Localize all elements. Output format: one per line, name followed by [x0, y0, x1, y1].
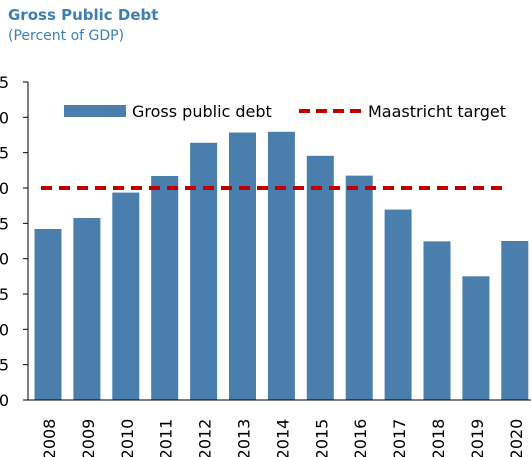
bar-2018 [423, 241, 451, 400]
x-tick-label: 2013 [235, 419, 254, 457]
x-tick-label: 2014 [273, 419, 292, 457]
x-tick-label: 2018 [429, 419, 448, 457]
x-axis: 2008 2009 2010 2011 2012 2013 2014 2015 2016 2017… [28, 399, 531, 457]
chart-subtitle: (Percent of GDP) [8, 28, 125, 44]
x-tick-label: 2015 [312, 419, 331, 457]
bar-2011 [151, 175, 179, 400]
y-tick-label: 5 [0, 285, 9, 304]
x-tick-label: 2017 [390, 419, 409, 457]
x-tick-label: 2020 [507, 419, 526, 457]
legend-label-maastricht-target: Maastricht target [368, 102, 506, 121]
bar-2013 [229, 132, 256, 400]
x-tick-label: 2012 [196, 419, 215, 457]
bar-2009 [73, 218, 101, 400]
y-tick-label: 5 [0, 73, 9, 92]
y-tick-label: 0 [0, 320, 9, 339]
bar-2012 [190, 142, 218, 401]
y-tick-label: 5 [0, 214, 9, 233]
x-tick-label: 2008 [40, 419, 59, 457]
bar-2014 [267, 131, 295, 400]
x-tick-label: 2010 [118, 419, 137, 457]
bar-2010 [112, 192, 140, 400]
y-tick-label: 0 [0, 391, 9, 410]
x-tick-label: 2019 [468, 419, 487, 457]
y-tick-label: 0 [0, 108, 9, 127]
y-tick-label: 0 [0, 250, 9, 269]
bar-2019 [462, 276, 490, 400]
legend-label-gross-public-debt: Gross public debt [132, 102, 272, 121]
x-tick-label: 2016 [351, 419, 370, 457]
y-axis: 0 5 0 5 0 5 0 5 0 5 [0, 73, 29, 410]
legend: Gross public debt Maastricht target [64, 102, 506, 121]
chart-title: Gross Public Debt [8, 6, 159, 24]
x-tick-label: 2011 [157, 419, 176, 457]
legend-swatch-gross-public-debt [64, 105, 126, 117]
y-tick-label: 0 [0, 179, 9, 198]
y-tick-label: 5 [0, 144, 9, 163]
bar-2017 [384, 209, 412, 400]
y-tick-label: 5 [0, 356, 9, 375]
bar-2016 [345, 175, 373, 400]
bars [34, 131, 529, 401]
x-tick-label: 2009 [79, 419, 98, 457]
bar-2020 [501, 241, 529, 400]
bar-2015 [306, 155, 334, 400]
bar-2008 [34, 228, 62, 400]
